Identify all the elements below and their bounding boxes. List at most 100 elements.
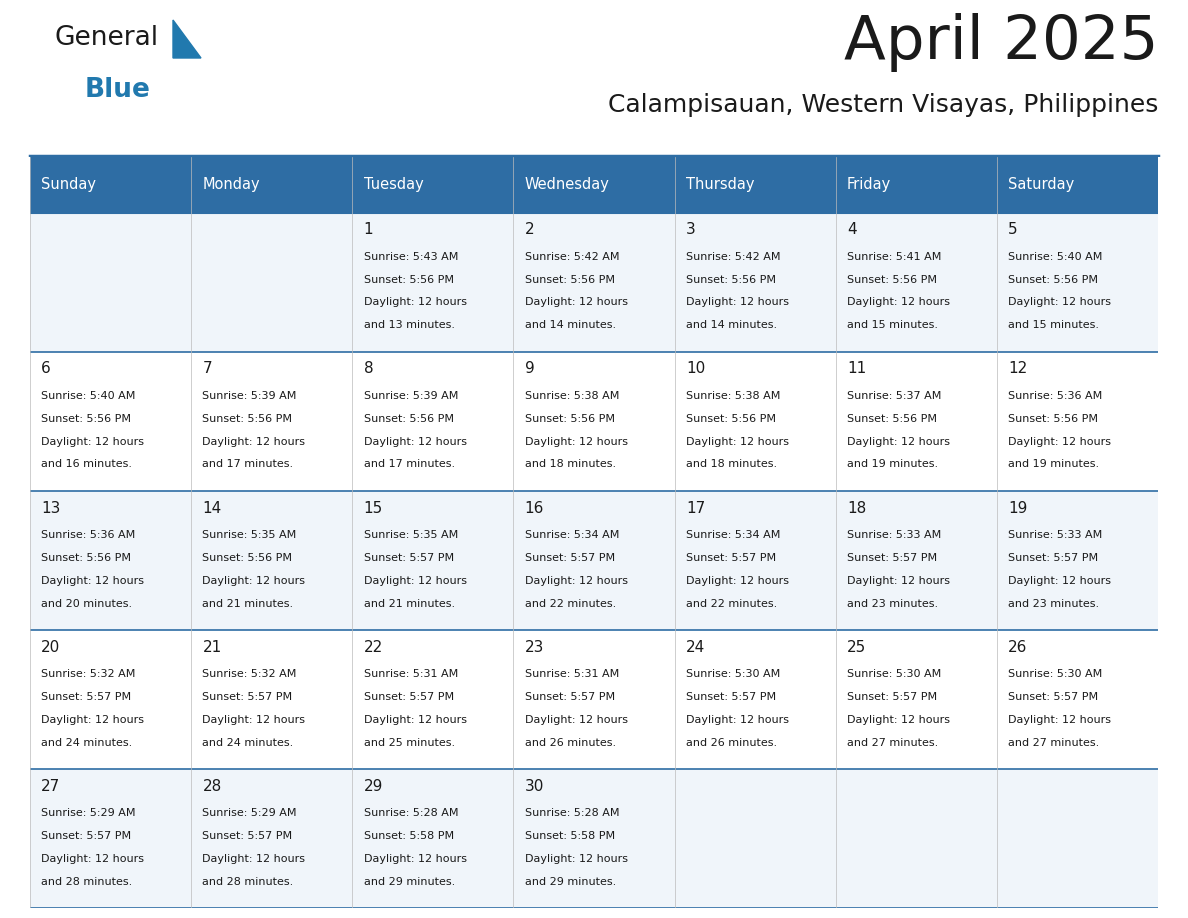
Text: April 2025: April 2025: [843, 13, 1158, 72]
Text: Sunset: 5:56 PM: Sunset: 5:56 PM: [202, 414, 292, 423]
Text: Calampisauan, Western Visayas, Philippines: Calampisauan, Western Visayas, Philippin…: [607, 93, 1158, 117]
Text: Sunrise: 5:35 AM: Sunrise: 5:35 AM: [364, 530, 457, 540]
Text: Sunrise: 5:32 AM: Sunrise: 5:32 AM: [42, 669, 135, 678]
Text: Sunset: 5:57 PM: Sunset: 5:57 PM: [1009, 553, 1098, 563]
Text: 3: 3: [685, 222, 696, 238]
Text: 11: 11: [847, 362, 866, 376]
Text: Sunset: 5:57 PM: Sunset: 5:57 PM: [525, 692, 615, 701]
Text: and 29 minutes.: and 29 minutes.: [364, 877, 455, 887]
Bar: [675, 157, 835, 213]
Text: Sunrise: 5:30 AM: Sunrise: 5:30 AM: [685, 669, 781, 678]
Text: Daylight: 12 hours: Daylight: 12 hours: [364, 576, 467, 586]
Text: Sunset: 5:56 PM: Sunset: 5:56 PM: [1009, 414, 1098, 423]
Text: Sunset: 5:56 PM: Sunset: 5:56 PM: [364, 274, 454, 285]
Text: 26: 26: [1009, 640, 1028, 655]
Text: Daylight: 12 hours: Daylight: 12 hours: [1009, 715, 1111, 724]
Text: and 19 minutes.: and 19 minutes.: [1009, 460, 1099, 469]
Text: 24: 24: [685, 640, 706, 655]
Text: and 17 minutes.: and 17 minutes.: [364, 460, 455, 469]
Text: and 25 minutes.: and 25 minutes.: [364, 738, 455, 747]
Text: Daylight: 12 hours: Daylight: 12 hours: [685, 437, 789, 446]
Text: Sunset: 5:56 PM: Sunset: 5:56 PM: [42, 553, 132, 563]
Text: 25: 25: [847, 640, 866, 655]
Text: Sunset: 5:56 PM: Sunset: 5:56 PM: [847, 274, 937, 285]
Text: Daylight: 12 hours: Daylight: 12 hours: [364, 297, 467, 308]
Text: Sunset: 5:56 PM: Sunset: 5:56 PM: [202, 553, 292, 563]
Text: Daylight: 12 hours: Daylight: 12 hours: [1009, 576, 1111, 586]
Text: Sunset: 5:57 PM: Sunset: 5:57 PM: [685, 553, 776, 563]
Text: Daylight: 12 hours: Daylight: 12 hours: [525, 437, 627, 446]
Text: 12: 12: [1009, 362, 1028, 376]
Text: 19: 19: [1009, 500, 1028, 516]
Text: and 16 minutes.: and 16 minutes.: [42, 460, 132, 469]
Text: 7: 7: [202, 362, 211, 376]
Text: and 29 minutes.: and 29 minutes.: [525, 877, 615, 887]
Text: 30: 30: [525, 778, 544, 794]
Text: Sunrise: 5:38 AM: Sunrise: 5:38 AM: [525, 391, 619, 400]
Text: Sunset: 5:56 PM: Sunset: 5:56 PM: [42, 414, 132, 423]
Text: Sunrise: 5:34 AM: Sunrise: 5:34 AM: [685, 530, 781, 540]
Text: Daylight: 12 hours: Daylight: 12 hours: [202, 576, 305, 586]
Text: Sunrise: 5:35 AM: Sunrise: 5:35 AM: [202, 530, 297, 540]
Text: and 22 minutes.: and 22 minutes.: [525, 599, 615, 609]
Text: Sunset: 5:58 PM: Sunset: 5:58 PM: [364, 831, 454, 841]
Text: 6: 6: [42, 362, 51, 376]
Text: Daylight: 12 hours: Daylight: 12 hours: [1009, 437, 1111, 446]
Text: 28: 28: [202, 778, 222, 794]
Text: Sunrise: 5:34 AM: Sunrise: 5:34 AM: [525, 530, 619, 540]
Text: 16: 16: [525, 500, 544, 516]
Text: Daylight: 12 hours: Daylight: 12 hours: [847, 576, 950, 586]
Polygon shape: [173, 20, 201, 58]
Text: Sunrise: 5:39 AM: Sunrise: 5:39 AM: [364, 391, 457, 400]
Text: Sunset: 5:57 PM: Sunset: 5:57 PM: [202, 692, 292, 701]
Text: Daylight: 12 hours: Daylight: 12 hours: [847, 297, 950, 308]
Text: Sunset: 5:56 PM: Sunset: 5:56 PM: [525, 414, 614, 423]
Bar: [353, 157, 513, 213]
Text: and 24 minutes.: and 24 minutes.: [202, 738, 293, 747]
Text: and 17 minutes.: and 17 minutes.: [202, 460, 293, 469]
Text: 13: 13: [42, 500, 61, 516]
Text: 9: 9: [525, 362, 535, 376]
Text: Tuesday: Tuesday: [364, 177, 423, 192]
Text: Sunset: 5:56 PM: Sunset: 5:56 PM: [525, 274, 614, 285]
Text: Daylight: 12 hours: Daylight: 12 hours: [525, 297, 627, 308]
Text: and 26 minutes.: and 26 minutes.: [525, 738, 615, 747]
Text: Daylight: 12 hours: Daylight: 12 hours: [525, 854, 627, 864]
Text: Sunrise: 5:29 AM: Sunrise: 5:29 AM: [202, 808, 297, 818]
Text: Sunrise: 5:31 AM: Sunrise: 5:31 AM: [525, 669, 619, 678]
Text: Sunset: 5:56 PM: Sunset: 5:56 PM: [847, 414, 937, 423]
Text: Monday: Monday: [202, 177, 260, 192]
Text: and 19 minutes.: and 19 minutes.: [847, 460, 939, 469]
Text: Daylight: 12 hours: Daylight: 12 hours: [202, 437, 305, 446]
Text: Sunrise: 5:28 AM: Sunrise: 5:28 AM: [364, 808, 459, 818]
Text: Daylight: 12 hours: Daylight: 12 hours: [364, 437, 467, 446]
Text: Sunrise: 5:36 AM: Sunrise: 5:36 AM: [1009, 391, 1102, 400]
Text: and 24 minutes.: and 24 minutes.: [42, 738, 133, 747]
Text: and 15 minutes.: and 15 minutes.: [1009, 320, 1099, 330]
Text: Sunset: 5:57 PM: Sunset: 5:57 PM: [42, 692, 132, 701]
Text: Sunset: 5:58 PM: Sunset: 5:58 PM: [525, 831, 615, 841]
Text: Sunrise: 5:40 AM: Sunrise: 5:40 AM: [42, 391, 135, 400]
Text: and 13 minutes.: and 13 minutes.: [364, 320, 455, 330]
Text: Sunrise: 5:33 AM: Sunrise: 5:33 AM: [847, 530, 941, 540]
Text: Sunset: 5:57 PM: Sunset: 5:57 PM: [1009, 692, 1098, 701]
Text: Sunrise: 5:29 AM: Sunrise: 5:29 AM: [42, 808, 135, 818]
Text: Sunset: 5:57 PM: Sunset: 5:57 PM: [42, 831, 132, 841]
Text: 15: 15: [364, 500, 383, 516]
Bar: [30, 352, 1158, 491]
Text: and 23 minutes.: and 23 minutes.: [847, 599, 939, 609]
Text: Daylight: 12 hours: Daylight: 12 hours: [42, 854, 144, 864]
Text: Sunrise: 5:32 AM: Sunrise: 5:32 AM: [202, 669, 297, 678]
Text: and 23 minutes.: and 23 minutes.: [1009, 599, 1099, 609]
Text: Sunrise: 5:42 AM: Sunrise: 5:42 AM: [685, 252, 781, 262]
Text: Daylight: 12 hours: Daylight: 12 hours: [525, 715, 627, 724]
Text: and 27 minutes.: and 27 minutes.: [1009, 738, 1099, 747]
Text: Daylight: 12 hours: Daylight: 12 hours: [685, 715, 789, 724]
Bar: [30, 491, 1158, 630]
Text: Sunset: 5:56 PM: Sunset: 5:56 PM: [364, 414, 454, 423]
Text: Sunrise: 5:39 AM: Sunrise: 5:39 AM: [202, 391, 297, 400]
Text: 23: 23: [525, 640, 544, 655]
Text: and 28 minutes.: and 28 minutes.: [202, 877, 293, 887]
Text: 8: 8: [364, 362, 373, 376]
Text: Daylight: 12 hours: Daylight: 12 hours: [202, 715, 305, 724]
